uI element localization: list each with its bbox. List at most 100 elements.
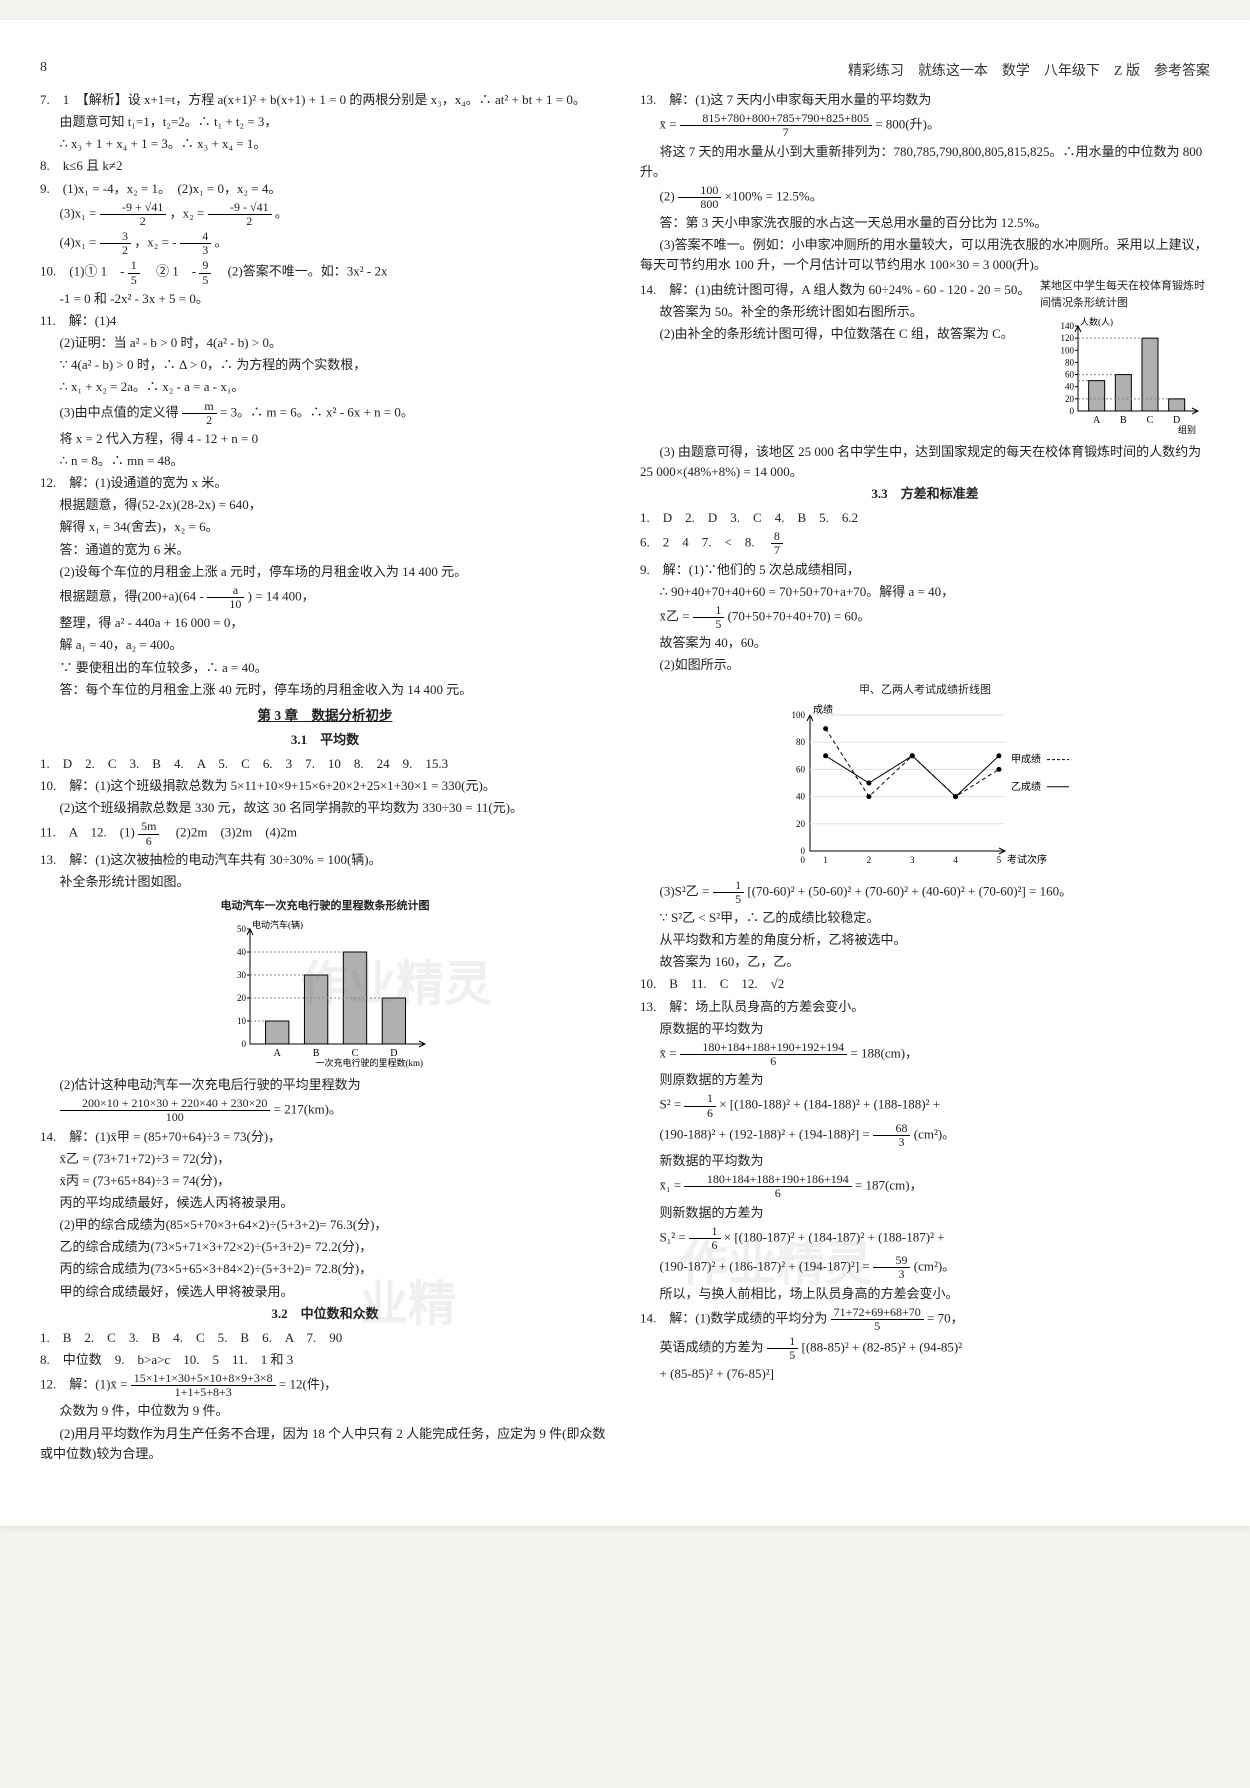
text-line: 故答案为 40，60。 [640, 633, 1210, 653]
q14-with-chart: 14. 解：(1)由统计图可得，A 组人数为 60÷24% - 60 - 120… [640, 278, 1210, 440]
text-line: 1. B 2. C 3. B 4. C 5. B 6. A 7. 90 [40, 1328, 610, 1348]
svg-text:乙成绩: 乙成绩 [1011, 779, 1041, 792]
text-line: (3)答案不唯一。例如：小申家冲厕所的用水量较大，可以用洗衣服的水冲厕所。采用以… [640, 235, 1210, 275]
text-line: 则原数据的方差为 [640, 1070, 1210, 1090]
text-line: ∵ S²乙 < S²甲，∴ 乙的成绩比较稳定。 [640, 908, 1210, 928]
text-line: (2)由补全的条形统计图可得，中位数落在 C 组，故答案为 C。 [640, 324, 1032, 344]
text-line: 13. 解：(1)这 7 天内小申家每天用水量的平均数为 [640, 90, 1210, 110]
fraction: 180+184+188+190+186+1946 [684, 1173, 851, 1200]
page-container: 8 精彩练习 就练这一本 数学 八年级下 Z 版 参考答案 作业精灵 业精 作业… [0, 20, 1250, 1526]
text-line: 8. 中位数 9. b>a>c 10. 5 11. 1 和 3 [40, 1350, 610, 1370]
fraction: 200×10 + 210×30 + 220×40 + 230×20100 [60, 1097, 271, 1124]
page-number: 8 [40, 60, 47, 80]
text-line: (3)x₁ = -9 + √412 ，x₂ = -9 - √412 。 [40, 201, 610, 228]
text-line: x̄ = 180+184+188+190+192+1946 = 188(cm)， [640, 1041, 1210, 1068]
svg-text:1: 1 [823, 855, 828, 865]
subsection-heading: 3.2 中位数和众数 [40, 1304, 610, 1324]
text-line: ∴ x₁ + x₂ = 2a。∴ x₂ - a = a - x₁。 [40, 377, 610, 397]
svg-text:甲成绩: 甲成绩 [1011, 752, 1041, 765]
bar-chart-svg: 020406080100120140ABCD人数(人)组别 [1043, 316, 1208, 436]
text-line: 答：每个车位的月租金上涨 40 元时，停车场的月租金收入为 14 400 元。 [40, 680, 610, 700]
fraction: 95 [199, 259, 211, 286]
text-line: (3)由中点值的定义得 m2 = 3。∴ m = 6。∴ x² - 6x + n… [40, 400, 610, 427]
fraction: 15 [128, 259, 140, 286]
text-line: S₁² = 16 × [(180-187)² + (184-187)² + (1… [640, 1225, 1210, 1252]
text-line: 新数据的平均数为 [640, 1151, 1210, 1171]
line-chart-scores: 甲、乙两人考试成绩折线图 020406080100123450甲成绩乙成绩成绩考… [640, 682, 1210, 873]
svg-text:40: 40 [1065, 381, 1075, 391]
fraction: 71+72+69+68+705 [831, 1306, 924, 1333]
svg-text:考试次序: 考试次序 [1007, 853, 1047, 866]
text-line: (2)设每个车位的月租金上涨 a 元时，停车场的月租金收入为 14 400 元。 [40, 562, 610, 582]
text-line: (2)用月平均数作为月生产任务不合理，因为 18 个人中只有 2 人能完成任务，… [40, 1424, 610, 1464]
chart-title: 电动汽车一次充电行驶的里程数条形统计图 [40, 898, 610, 915]
svg-text:0: 0 [1069, 406, 1074, 416]
text-line: 丙的综合成绩为(73×5+65×3+84×2)÷(5+3+2)= 72.8(分)… [40, 1259, 610, 1279]
fraction: 15 [713, 879, 745, 906]
text-line: 10. B 11. C 12. √2 [640, 974, 1210, 994]
line-chart-svg: 020406080100123450甲成绩乙成绩成绩考试次序 [775, 703, 1075, 873]
text-line: 答：第 3 天小申家洗衣服的水占这一天总用水量的百分比为 12.5%。 [640, 213, 1210, 233]
text-line: (190-188)² + (192-188)² + (194-188)²] = … [640, 1122, 1210, 1149]
svg-text:0: 0 [242, 1039, 247, 1049]
svg-text:一次充电行驶的里程数(km): 一次充电行驶的里程数(km) [316, 1057, 424, 1068]
svg-text:120: 120 [1060, 333, 1074, 343]
left-column: 7. 1 【解析】设 x+1=t，方程 a(x+1)² + b(x+1) + 1… [40, 88, 610, 1466]
svg-text:5: 5 [997, 855, 1002, 865]
svg-text:0: 0 [801, 855, 806, 865]
text-line: x̄乙 = (73+71+72)÷3 = 72(分)， [40, 1149, 610, 1169]
fraction: 5m6 [138, 820, 159, 847]
bar-chart-pe: 某地区中学生每天在校体育锻炼时间情况条形统计图 0204060801001201… [1040, 278, 1210, 440]
text-line: -1 = 0 和 -2x² - 3x + 5 = 0。 [40, 289, 610, 309]
svg-text:60: 60 [796, 764, 806, 774]
svg-text:人数(人): 人数(人) [1080, 316, 1113, 327]
fraction: 15 [767, 1335, 799, 1362]
text-line: x̄乙 = 15 (70+50+70+40+70) = 60。 [640, 604, 1210, 631]
text-line: 200×10 + 210×30 + 220×40 + 230×20100 = 2… [40, 1097, 610, 1124]
text-line: ∴ 90+40+70+40+60 = 70+50+70+a+70。解得 a = … [640, 582, 1210, 602]
text-line: x̄₁ = 180+184+188+190+186+1946 = 187(cm)… [640, 1173, 1210, 1200]
text-line: ∵ 要使租出的车位较多，∴ a = 40。 [40, 658, 610, 678]
svg-text:20: 20 [1065, 394, 1075, 404]
text-line: (2)如图所示。 [640, 655, 1210, 675]
text-line: 丙的平均成绩最好，候选人丙将被录用。 [40, 1193, 610, 1213]
text-line: (2) 100800 ×100% = 12.5%。 [640, 184, 1210, 211]
text-line: x̄丙 = (73+65+84)÷3 = 74(分)， [40, 1171, 610, 1191]
text-line: (3)S²乙 = 15 [(70-60)² + (50-60)² + (70-6… [640, 879, 1210, 906]
text-line: 甲的综合成绩最好，候选人甲将被录用。 [40, 1282, 610, 1302]
text-line: 12. 解：(1)x̄ = 15×1+1×30+5×10+8×9+3×81+1+… [40, 1372, 610, 1399]
fraction: a10 [207, 584, 245, 611]
svg-text:30: 30 [237, 970, 247, 980]
text-line: 6. 2 4 7. < 8. 87 [640, 530, 1210, 557]
subsection-heading: 3.1 平均数 [40, 730, 610, 750]
text-line: 补全条形统计图如图。 [40, 872, 610, 892]
text-line: 整理，得 a² - 440a + 16 000 = 0， [40, 613, 610, 633]
text-line: 13. 解：场上队员身高的方差会变小。 [640, 997, 1210, 1017]
svg-text:40: 40 [237, 947, 247, 957]
fraction: 15 [693, 604, 725, 631]
text-line: x̄ = 815+780+800+785+790+825+8057 = 800(… [640, 112, 1210, 139]
text-line: 原数据的平均数为 [640, 1019, 1210, 1039]
text-line: (2)这个班级捐款总数是 330 元，故这 30 名同学捐款的平均数为 330÷… [40, 798, 610, 818]
text-line: 由题意可知 t₁=1，t₂=2。∴ t₁ + t₂ = 3， [40, 112, 610, 132]
svg-text:B: B [1119, 415, 1126, 426]
text-line: 10. 解：(1)这个班级捐款总数为 5×11+10×9+15×6+20×2+2… [40, 776, 610, 796]
svg-text:20: 20 [237, 993, 247, 1003]
text-line: 7. 1 【解析】设 x+1=t，方程 a(x+1)² + b(x+1) + 1… [40, 90, 610, 110]
text-line: 14. 解：(1)x̄甲 = (85+70+64)÷3 = 73(分)， [40, 1127, 610, 1147]
content-columns: 作业精灵 业精 作业精灵 7. 1 【解析】设 x+1=t，方程 a(x+1)²… [40, 88, 1210, 1466]
svg-text:100: 100 [792, 710, 806, 720]
section-heading: 第 3 章 数据分析初步 [40, 706, 610, 727]
text-line: (190-187)² + (186-187)² + (194-187)²] = … [640, 1254, 1210, 1281]
text-line: ∴ x₃ + 1 + x₄ + 1 = 3。∴ x₃ + x₄ = 1。 [40, 134, 610, 154]
svg-text:10: 10 [237, 1016, 247, 1026]
text-line: 8. k≤6 且 k≠2 [40, 156, 610, 176]
svg-text:60: 60 [1065, 369, 1075, 379]
svg-text:50: 50 [237, 924, 247, 934]
svg-text:4: 4 [953, 855, 958, 865]
text-line: 9. 解：(1)∵他们的 5 次总成绩相同， [640, 560, 1210, 580]
text-line: 故答案为 50。补全的条形统计图如右图所示。 [640, 302, 1032, 322]
svg-text:电动汽车(辆): 电动汽车(辆) [252, 919, 303, 930]
svg-text:A: A [274, 1048, 282, 1059]
text-line: 11. A 12. (1) 5m6 (2)2m (3)2m (4)2m [40, 820, 610, 847]
